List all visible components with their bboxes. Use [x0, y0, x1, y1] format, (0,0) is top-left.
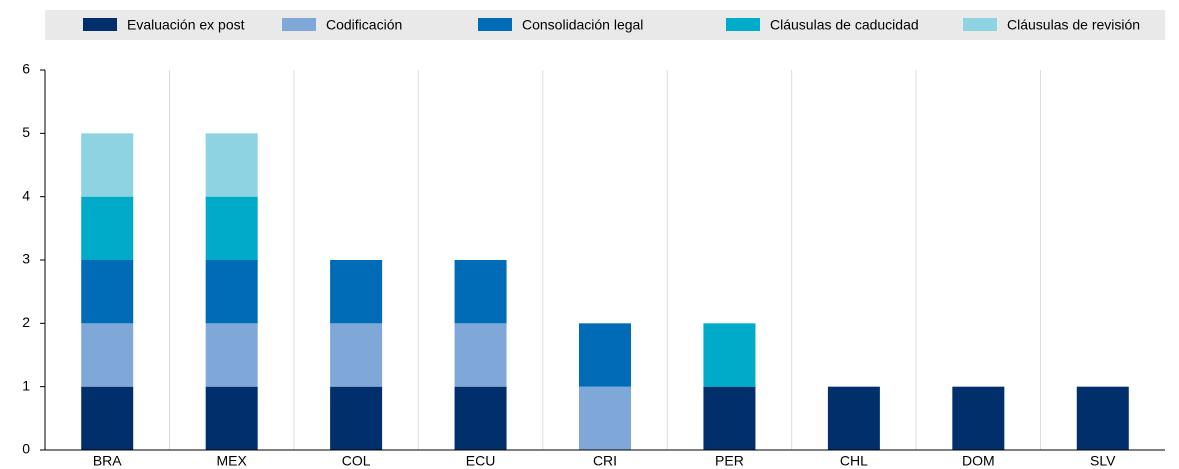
- y-tick-label: 2: [22, 314, 30, 330]
- y-tick-label: 4: [22, 187, 30, 203]
- legend-swatch: [726, 18, 760, 31]
- legend-swatch: [83, 18, 117, 31]
- bar-segment: [205, 196, 258, 260]
- x-tick-label: CHL: [840, 453, 868, 469]
- x-tick-label: CRI: [593, 453, 617, 469]
- bar-segment: [330, 323, 383, 387]
- legend-swatch: [963, 18, 997, 31]
- legend-label: Consolidación legal: [522, 17, 643, 33]
- legend-label: Cláusulas de revisión: [1007, 17, 1140, 33]
- bar-segment: [1076, 386, 1129, 450]
- bar-segment: [454, 260, 507, 324]
- bar-segment: [703, 386, 756, 450]
- y-tick-label: 1: [22, 377, 30, 393]
- bar-segment: [827, 386, 880, 450]
- bar-segment: [81, 386, 134, 450]
- y-tick-label: 5: [22, 124, 30, 140]
- bar-segment: [205, 323, 258, 387]
- y-tick-label: 0: [22, 441, 30, 457]
- x-tick-label: COL: [342, 453, 371, 469]
- bar-segment: [205, 260, 258, 324]
- legend-label: Evaluación ex post: [127, 17, 245, 33]
- bar-segment: [330, 386, 383, 450]
- y-tick-label: 3: [22, 251, 30, 267]
- bar-segment: [330, 260, 383, 324]
- bar-segment: [454, 323, 507, 387]
- bar-segment: [81, 196, 134, 260]
- bar-segment: [81, 133, 134, 197]
- bar-segment: [454, 386, 507, 450]
- legend-label: Cláusulas de caducidad: [770, 17, 919, 33]
- x-tick-label: SLV: [1090, 453, 1116, 469]
- x-tick-label: BRA: [93, 453, 122, 469]
- x-tick-label: ECU: [466, 453, 496, 469]
- bar-segment: [205, 133, 258, 197]
- bar-segment: [81, 323, 134, 387]
- legend-swatch: [282, 18, 316, 31]
- bar-segment: [579, 386, 631, 450]
- x-tick-label: DOM: [962, 453, 995, 469]
- x-tick-label: MEX: [216, 453, 247, 469]
- bar-segment: [205, 386, 258, 450]
- bar-segment: [81, 260, 134, 324]
- legend-label: Codificación: [326, 17, 402, 33]
- legend-swatch: [478, 18, 512, 31]
- y-tick-label: 6: [22, 61, 30, 77]
- bar-segment: [579, 323, 631, 387]
- bar-segment: [952, 386, 1005, 450]
- bar-segment: [703, 323, 756, 387]
- x-tick-label: PER: [715, 453, 744, 469]
